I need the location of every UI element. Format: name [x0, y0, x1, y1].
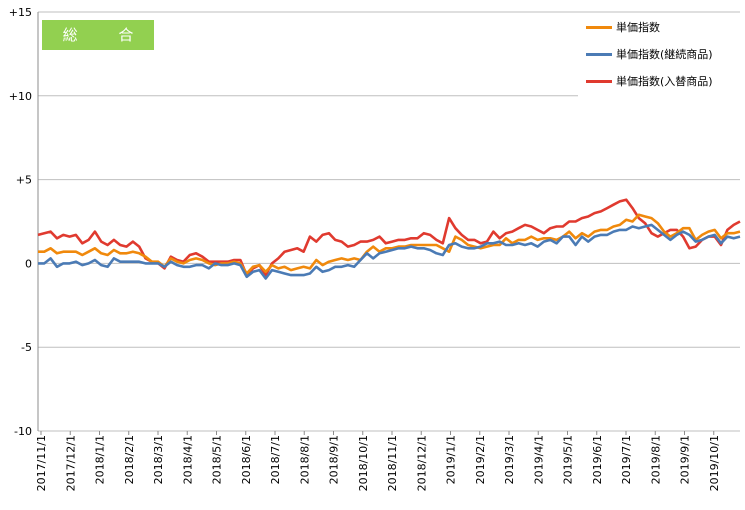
- legend-item-continuing-products: 単価指数(継続商品): [586, 43, 713, 65]
- x-tick-label: 2018/10/1: [357, 435, 370, 491]
- category-badge-label: 総 合: [62, 26, 152, 44]
- category-badge: 総 合: [42, 20, 154, 50]
- x-tick-label: 2019/4/1: [532, 435, 545, 484]
- x-tick-label: 2017/12/1: [64, 435, 77, 491]
- y-tick-label: +5: [16, 174, 32, 187]
- y-tick-labels: +15 +10 +5 0 -5 -10: [9, 6, 32, 438]
- legend-swatch: [586, 52, 612, 56]
- x-tick-label: 2018/6/1: [240, 435, 253, 484]
- x-tick-label: 2019/10/1: [708, 435, 721, 491]
- x-tick-label: 2018/5/1: [211, 435, 224, 484]
- x-tick-label: 2019/8/1: [649, 435, 662, 484]
- x-tick-label: 2017/11/1: [35, 435, 48, 491]
- series-line-0: [38, 213, 741, 275]
- series-lines: [37, 198, 741, 280]
- x-tick-label: 2019/2/1: [474, 435, 487, 484]
- x-tick-labels: 2017/11/1 2017/12/1 2018/1/1 2018/2/1 2018/3…: [35, 435, 721, 491]
- x-tick-label: 2018/2/1: [123, 435, 136, 484]
- x-tick-label: 2018/3/1: [152, 435, 165, 484]
- axes: [37, 12, 715, 435]
- x-tick-label: 2018/9/1: [328, 435, 341, 484]
- legend-swatch: [586, 79, 612, 83]
- y-tick-label: -10: [14, 425, 32, 438]
- legend-label: 単価指数(入替商品): [616, 75, 713, 88]
- x-tick-label: 2018/8/1: [298, 435, 311, 484]
- legend-label: 単価指数(継続商品): [616, 48, 713, 61]
- series-line-1: [38, 223, 741, 280]
- x-tick-label: 2019/6/1: [591, 435, 604, 484]
- legend-item-unit-price: 単価指数: [586, 16, 660, 38]
- x-tick-label: 2019/9/1: [679, 435, 692, 484]
- legend-label: 単価指数: [616, 21, 660, 34]
- x-tick-label: 2018/1/1: [94, 435, 107, 484]
- legend-swatch: [586, 25, 612, 29]
- x-tick-label: 2018/12/1: [415, 435, 428, 491]
- x-tick-label: 2018/7/1: [269, 435, 282, 484]
- x-tick-label: 2019/1/1: [445, 435, 458, 484]
- x-tick-label: 2019/5/1: [562, 435, 575, 484]
- y-tick-label: 0: [25, 257, 32, 270]
- x-tick-label: 2018/11/1: [386, 435, 399, 491]
- y-tick-label: -5: [21, 341, 32, 354]
- y-tick-label: +15: [9, 6, 32, 19]
- y-tick-label: +10: [9, 90, 32, 103]
- legend: 単価指数 単価指数(継続商品) 単価指数(入替商品): [578, 14, 744, 98]
- legend-item-replacement-products: 単価指数(入替商品): [586, 70, 713, 92]
- x-tick-label: 2019/7/1: [620, 435, 633, 484]
- x-tick-label: 2018/4/1: [181, 435, 194, 484]
- x-tick-label: 2019/3/1: [503, 435, 516, 484]
